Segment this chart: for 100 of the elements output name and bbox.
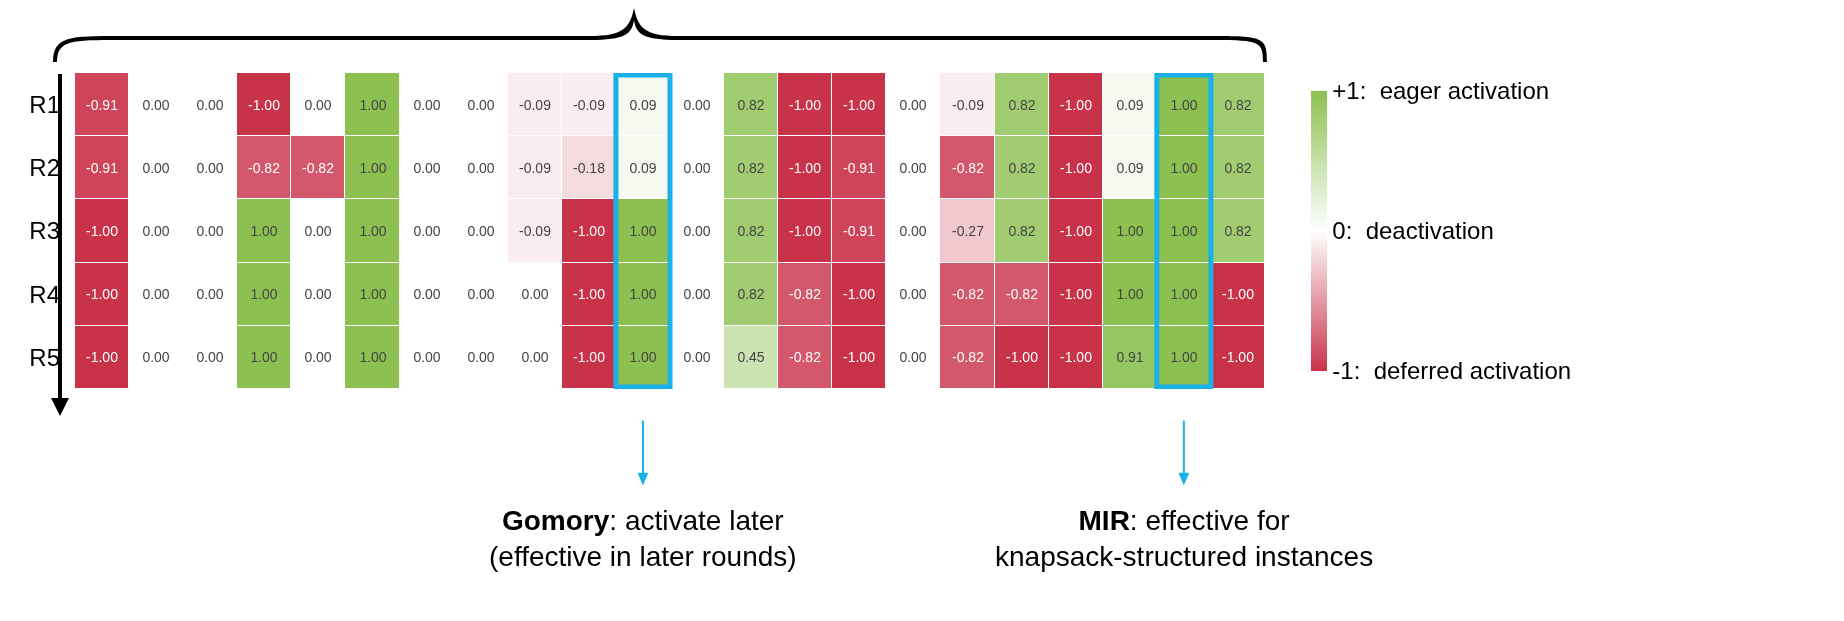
data-label: 0.09 [629, 159, 657, 176]
data-label: 0.82 [1008, 96, 1036, 113]
data-label: 0.82 [737, 159, 765, 176]
data-label: 1.00 [1170, 222, 1198, 239]
data-label: 0.00 [413, 222, 441, 239]
color-bar-label: -1: deferred activation [1332, 357, 1572, 385]
data-label: 0.00 [196, 285, 224, 302]
y-tick-label: R3 [29, 217, 60, 245]
data-label: -0.82 [952, 159, 985, 176]
data-label: 0.00 [521, 285, 549, 302]
data-label: 1.00 [1116, 222, 1144, 239]
data-label: -0.82 [302, 159, 335, 176]
data-label: -0.82 [789, 285, 822, 302]
data-label: 0.00 [521, 348, 549, 365]
data-label: 0.00 [467, 285, 495, 302]
data-label: 1.00 [1116, 285, 1144, 302]
data-label: -1.00 [573, 222, 606, 239]
data-label: 0.82 [1008, 222, 1036, 239]
data-label: 0.00 [196, 159, 224, 176]
data-label: 1.00 [1170, 159, 1198, 176]
data-label: -0.82 [1006, 285, 1039, 302]
data-label: 0.09 [1116, 96, 1144, 113]
data-label: 1.00 [250, 348, 278, 365]
data-label: -1.00 [1060, 159, 1093, 176]
data-label: -0.82 [952, 285, 985, 302]
data-label: 0.00 [413, 159, 441, 176]
data-label: -1.00 [86, 285, 119, 302]
data-label: 0.00 [899, 222, 927, 239]
data-label: -0.91 [86, 159, 119, 176]
data-label: -0.82 [248, 159, 281, 176]
data-label: -0.27 [952, 222, 985, 239]
data-label: 0.00 [899, 348, 927, 365]
data-label: 0.82 [737, 96, 765, 113]
y-tick-label: R5 [29, 343, 60, 371]
data-label: 0.45 [737, 348, 765, 365]
data-label: 0.82 [737, 222, 765, 239]
data-label: 0.00 [683, 159, 711, 176]
data-label: -0.82 [789, 348, 822, 365]
data-label: 0.00 [142, 285, 170, 302]
data-label: 0.00 [899, 96, 927, 113]
data-label: -0.09 [519, 222, 552, 239]
data-label: 1.00 [359, 348, 387, 365]
data-label: 0.00 [142, 222, 170, 239]
data-label: -1.00 [86, 222, 119, 239]
data-label: 1.00 [1170, 96, 1198, 113]
data-label: 0.00 [413, 285, 441, 302]
data-label: -1.00 [1060, 285, 1093, 302]
data-label: 0.00 [467, 159, 495, 176]
data-label: -1.00 [573, 285, 606, 302]
data-label: 0.91 [1116, 348, 1144, 365]
data-label: 0.00 [683, 222, 711, 239]
data-label: -1.00 [1006, 348, 1039, 365]
data-label: 0.00 [304, 222, 332, 239]
data-label: 1.00 [629, 222, 657, 239]
y-tick-label: R4 [29, 280, 60, 308]
data-label: -0.91 [86, 96, 119, 113]
data-label: -1.00 [1060, 222, 1093, 239]
data-label: -1.00 [248, 96, 281, 113]
y-tick-label: R1 [29, 91, 60, 118]
data-label: 0.82 [1224, 159, 1252, 176]
data-label: -1.00 [789, 222, 822, 239]
data-label: -1.00 [843, 348, 876, 365]
data-label: 0.00 [683, 348, 711, 365]
color-bar-label: +1: eager activation [1332, 77, 1550, 105]
data-label: 1.00 [359, 285, 387, 302]
data-label: 1.00 [629, 348, 657, 365]
data-label: 0.00 [304, 96, 332, 113]
data-label: 0.82 [1224, 96, 1252, 113]
data-label: -1.00 [843, 96, 876, 113]
data-label: 0.82 [737, 285, 765, 302]
data-label: -0.82 [952, 348, 985, 365]
text: MIR: effective for knapsack-structured instances [995, 505, 1374, 573]
data-label: 1.00 [359, 96, 387, 113]
data-label: 0.82 [1224, 222, 1252, 239]
data-label: 0.09 [629, 96, 657, 113]
data-label: -1.00 [1060, 348, 1093, 365]
data-label: 0.00 [196, 348, 224, 365]
data-label: 0.09 [1116, 159, 1144, 176]
data-label: -0.09 [952, 96, 985, 113]
data-label: 0.00 [142, 159, 170, 176]
data-label: -0.18 [573, 159, 606, 176]
data-label: 0.00 [467, 222, 495, 239]
data-label: -0.09 [519, 159, 552, 176]
data-label: 0.00 [467, 348, 495, 365]
data-label: 1.00 [250, 222, 278, 239]
data-label: 1.00 [629, 285, 657, 302]
data-label: 1.00 [250, 285, 278, 302]
data-label: 0.00 [683, 285, 711, 302]
data-label: 0.00 [683, 96, 711, 113]
data-label: 0.00 [142, 348, 170, 365]
data-label: -1.00 [789, 159, 822, 176]
data-label: 1.00 [359, 159, 387, 176]
data-label: 0.00 [304, 285, 332, 302]
data-label: 0.00 [196, 96, 224, 113]
data-label: 0.00 [196, 222, 224, 239]
data-label: -0.91 [843, 159, 876, 176]
data-label: 0.00 [899, 285, 927, 302]
data-label: 0.00 [413, 96, 441, 113]
data-label: -0.09 [519, 96, 552, 113]
data-label: 1.00 [359, 222, 387, 239]
